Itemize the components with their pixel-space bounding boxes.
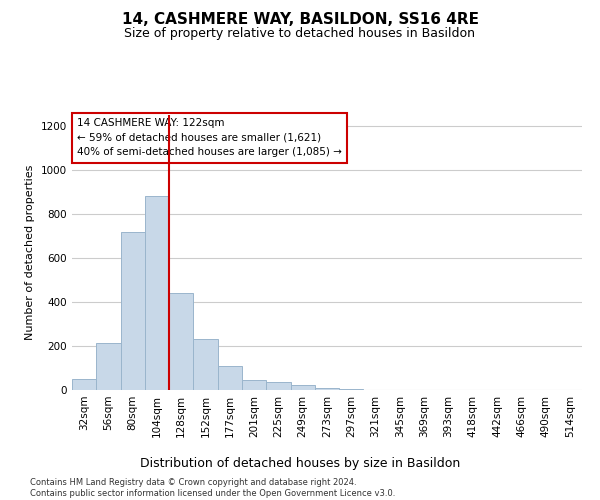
- Bar: [169, 293, 193, 390]
- Bar: [193, 340, 218, 390]
- Bar: [145, 196, 169, 390]
- Text: 14 CASHMERE WAY: 122sqm
← 59% of detached houses are smaller (1,621)
40% of semi: 14 CASHMERE WAY: 122sqm ← 59% of detache…: [77, 118, 342, 158]
- Bar: [242, 380, 266, 390]
- Bar: [339, 389, 364, 390]
- Text: Distribution of detached houses by size in Basildon: Distribution of detached houses by size …: [140, 458, 460, 470]
- Text: Size of property relative to detached houses in Basildon: Size of property relative to detached ho…: [125, 28, 476, 40]
- Bar: [290, 384, 315, 390]
- Bar: [266, 382, 290, 390]
- Y-axis label: Number of detached properties: Number of detached properties: [25, 165, 35, 340]
- Bar: [121, 232, 145, 390]
- Bar: [96, 342, 121, 390]
- Text: Contains HM Land Registry data © Crown copyright and database right 2024.
Contai: Contains HM Land Registry data © Crown c…: [30, 478, 395, 498]
- Bar: [218, 366, 242, 390]
- Text: 14, CASHMERE WAY, BASILDON, SS16 4RE: 14, CASHMERE WAY, BASILDON, SS16 4RE: [121, 12, 479, 28]
- Bar: [72, 379, 96, 390]
- Bar: [315, 388, 339, 390]
